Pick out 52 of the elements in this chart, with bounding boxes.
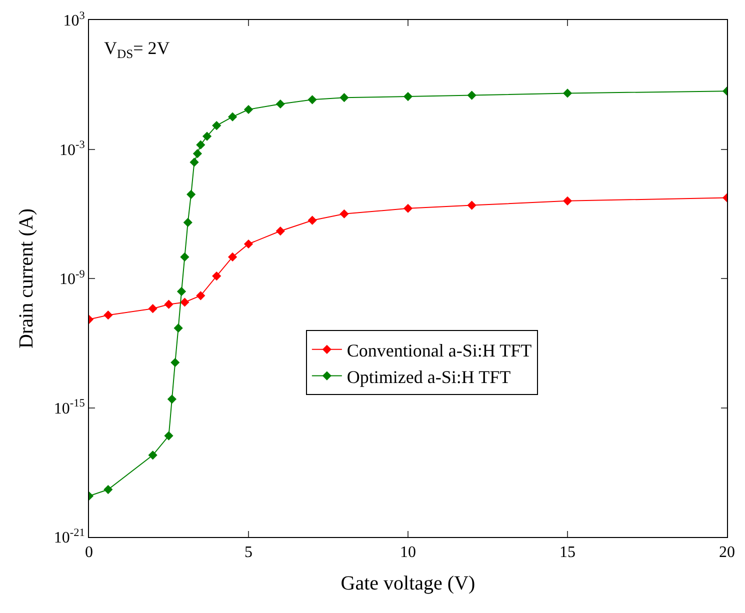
point xyxy=(148,450,158,460)
point xyxy=(180,298,190,307)
legend-label: Conventional a-Si:H TFT xyxy=(346,340,532,360)
point xyxy=(176,286,186,296)
point xyxy=(104,484,113,494)
point xyxy=(403,92,413,102)
legend-label: Optimized a-Si:H TFT xyxy=(346,366,511,387)
point xyxy=(562,88,572,98)
y-axis-title: Drain current (A) xyxy=(15,208,38,348)
x-axis-title: Gate voltage (V) xyxy=(340,572,476,595)
y-tick-label: 10$^{-9}$ xyxy=(59,268,86,288)
point xyxy=(164,300,174,309)
point xyxy=(276,226,285,236)
point xyxy=(244,104,254,114)
x-tick-label: 15 xyxy=(560,544,576,562)
y-tick-label: 10$^{-15}$ xyxy=(54,398,86,418)
x-tick-label: 20 xyxy=(719,544,735,562)
point xyxy=(308,95,317,104)
point xyxy=(340,209,349,218)
point xyxy=(186,190,196,199)
x-tick-label: 5 xyxy=(244,544,252,562)
y-tick-label: 10$^{-21}$ xyxy=(54,526,85,547)
point xyxy=(196,291,206,300)
point xyxy=(244,239,254,249)
point xyxy=(467,200,476,210)
point xyxy=(403,204,413,213)
point xyxy=(170,358,180,368)
point xyxy=(180,252,190,262)
y-tick-label: 10$^{-3}$ xyxy=(59,139,86,159)
point xyxy=(562,196,572,206)
point xyxy=(174,324,183,333)
point xyxy=(228,112,238,122)
annotation: V$_{DS}$= 2V xyxy=(104,38,170,61)
point xyxy=(164,431,174,440)
point xyxy=(167,394,176,404)
x-tick-label: 10 xyxy=(400,544,416,562)
y-tick-label: 10$^{3}$ xyxy=(63,10,86,30)
point xyxy=(148,304,158,314)
point xyxy=(228,252,238,262)
point xyxy=(340,93,349,102)
point xyxy=(192,149,202,158)
point xyxy=(467,90,476,100)
point xyxy=(190,158,199,167)
point xyxy=(212,272,222,281)
point xyxy=(104,310,113,320)
x-tick-label: 0 xyxy=(85,544,93,562)
point xyxy=(196,140,206,150)
point xyxy=(183,218,192,227)
point xyxy=(308,216,317,225)
point xyxy=(202,132,212,141)
point xyxy=(212,121,222,130)
point xyxy=(276,99,285,109)
